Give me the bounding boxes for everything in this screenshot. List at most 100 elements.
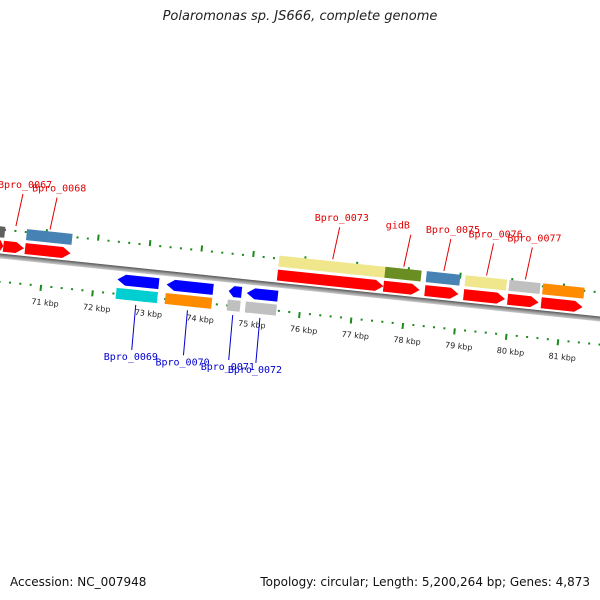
tick-mark [593,290,596,293]
axis-tick-label: 81 kbp [548,351,576,363]
tick-mark [169,246,172,249]
genome-backbone [0,232,600,343]
tick-mark [50,285,53,289]
forward-cog-block [542,283,585,299]
forward-gene-label: Bpro_0076 [469,229,523,240]
tick-mark [148,239,152,247]
tick-mark [546,338,549,341]
forward-cds-track [0,239,583,312]
forward-cog-block [464,275,508,291]
reverse-gene-label: Bpro_0072 [228,365,282,376]
label-leader-line [131,304,137,350]
axis-tick-label: 74 kbp [186,313,214,325]
tick-mark [443,327,446,330]
reverse-cog-track [115,287,277,316]
reverse-cds-arrow [246,288,279,302]
tick-mark [381,320,384,323]
tick-mark [86,237,89,240]
label-leader-line [182,310,188,356]
tick-mark [117,240,120,243]
tick-mark [29,283,32,286]
tick-mark [504,333,508,340]
forward-cds-arrow [276,269,384,291]
tick-mark [24,230,27,234]
reverse-cog-block [164,292,213,309]
tick-mark [339,316,343,319]
tick-mark [128,241,131,244]
tick-mark [495,332,498,335]
axis-tick-label: 75 kbp [238,319,266,331]
tick-mark [370,319,374,322]
reverse-cog-block [244,301,277,316]
label-leader-line [403,234,412,267]
forward-cog-block [25,229,73,245]
reverse-cds-arrow [166,279,214,295]
tick-mark [101,291,105,294]
forward-cds-arrow [424,285,459,299]
tick-mark [231,252,234,255]
reverse-gene-label: Bpro_0070 [155,357,209,368]
label-leader-line [332,227,341,260]
tick-mark [0,280,1,283]
tick-mark [76,236,79,239]
label-leader-line [49,197,58,230]
tick-mark [536,336,539,340]
tick-mark [215,303,218,306]
reverse-cog-block [226,299,241,312]
tick-mark [308,313,312,316]
tick-mark [190,248,193,251]
tick-mark [319,314,322,317]
tick-mark [567,340,570,343]
tick-mark [391,321,394,324]
forward-cds-arrow [24,243,71,258]
label-leader-line [524,247,533,280]
axis-tick-label: 80 kbp [496,346,524,358]
forward-cog-block [278,255,386,278]
reverse-gene-label: Bpro_0071 [201,362,255,373]
tick-mark [329,315,332,318]
tick-mark [91,290,94,297]
forward-gene-label: Bpro_0067 [0,180,52,191]
forward-gene-label: gidB [386,221,410,232]
label-leader-line [443,238,452,272]
reverse-gene-label: Bpro_0069 [104,352,158,363]
axis-tick-label: 78 kbp [393,335,421,347]
forward-cds-arrow [540,297,583,312]
tick-mark [526,335,529,339]
tick-mark [272,257,276,260]
map-title: Polaromonas sp. JS666, complete genome [162,9,438,24]
tick-mark [81,289,84,292]
tick-mark [463,329,467,332]
forward-cog-block [508,279,541,295]
axis-tick-label: 71 kbp [31,297,59,309]
axis-tick-label: 79 kbp [445,340,473,352]
label-leader-line [228,315,234,361]
forward-cds-arrow [463,289,505,304]
tick-mark [588,342,591,345]
tick-mark [515,334,518,338]
tick-mark [277,309,280,313]
forward-gene-label: Bpro_0068 [32,184,86,195]
tick-mark [474,330,477,333]
tick-mark [138,242,141,246]
tick-mark [252,250,255,258]
forward-gene-label: Bpro_0075 [426,225,480,236]
tick-mark [112,292,115,295]
tick-mark [349,317,353,324]
axis-tick-label: 72 kbp [83,302,111,314]
forward-cog-block [384,266,422,282]
tick-mark [107,239,110,242]
genome-summary-text: Topology: circular; Length: 5,200,264 bp… [260,575,590,589]
tick-mark [412,323,415,327]
reverse-cds-arrow [228,286,243,298]
tick-mark [8,281,12,284]
accession-text: Accession: NC_007948 [10,575,147,589]
forward-cog-block [0,226,6,238]
tick-mark [241,253,245,256]
label-leader-line [15,193,24,227]
tick-mark [577,341,580,344]
